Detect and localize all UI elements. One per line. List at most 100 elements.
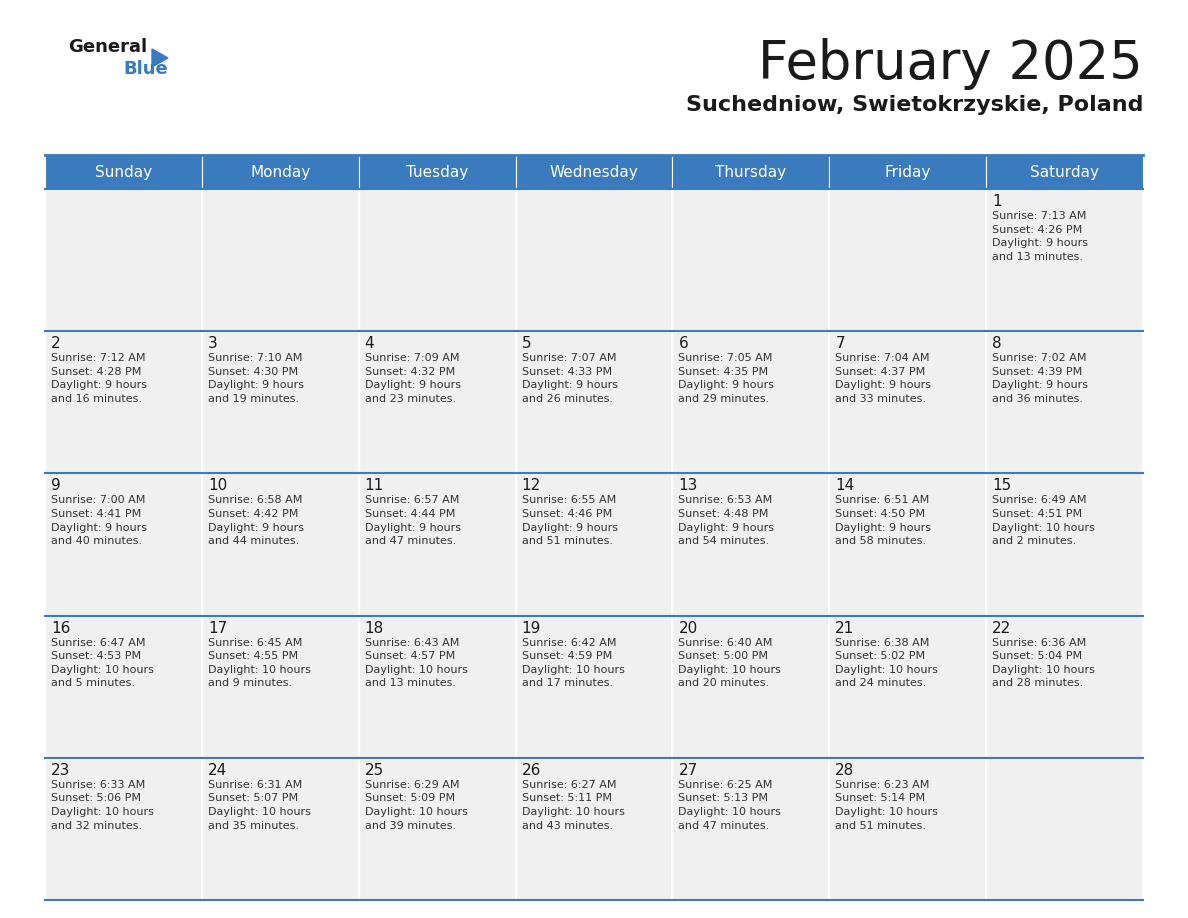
Bar (672, 616, 829, 757)
Bar (45, 189, 202, 331)
Text: 16: 16 (51, 621, 70, 635)
Bar (202, 616, 359, 757)
Text: Sunrise: 7:04 AM
Sunset: 4:37 PM
Daylight: 9 hours
and 33 minutes.: Sunrise: 7:04 AM Sunset: 4:37 PM Dayligh… (835, 353, 931, 404)
Text: February 2025: February 2025 (758, 38, 1143, 90)
Text: Sunrise: 7:12 AM
Sunset: 4:28 PM
Daylight: 9 hours
and 16 minutes.: Sunrise: 7:12 AM Sunset: 4:28 PM Dayligh… (51, 353, 147, 404)
Bar (202, 189, 359, 331)
Text: 10: 10 (208, 478, 227, 493)
Bar (516, 155, 672, 189)
Text: 12: 12 (522, 478, 541, 493)
Text: Tuesday: Tuesday (406, 164, 468, 180)
Bar (986, 331, 1143, 474)
Bar (829, 155, 986, 189)
Bar (45, 155, 202, 189)
Text: Blue: Blue (124, 60, 168, 78)
Text: Sunrise: 6:25 AM
Sunset: 5:13 PM
Daylight: 10 hours
and 47 minutes.: Sunrise: 6:25 AM Sunset: 5:13 PM Dayligh… (678, 779, 782, 831)
Bar (672, 155, 829, 189)
Text: Sunrise: 6:36 AM
Sunset: 5:04 PM
Daylight: 10 hours
and 28 minutes.: Sunrise: 6:36 AM Sunset: 5:04 PM Dayligh… (992, 638, 1095, 688)
Text: 11: 11 (365, 478, 384, 493)
Text: 15: 15 (992, 478, 1011, 493)
Bar (829, 757, 986, 900)
Bar (516, 331, 672, 474)
Bar (672, 331, 829, 474)
Text: Sunday: Sunday (95, 164, 152, 180)
Text: Thursday: Thursday (715, 164, 786, 180)
Text: 22: 22 (992, 621, 1011, 635)
Bar (202, 474, 359, 616)
Text: Sunrise: 6:58 AM
Sunset: 4:42 PM
Daylight: 9 hours
and 44 minutes.: Sunrise: 6:58 AM Sunset: 4:42 PM Dayligh… (208, 496, 304, 546)
Bar (829, 616, 986, 757)
Text: Sunrise: 6:29 AM
Sunset: 5:09 PM
Daylight: 10 hours
and 39 minutes.: Sunrise: 6:29 AM Sunset: 5:09 PM Dayligh… (365, 779, 468, 831)
Text: Suchedniow, Swietokrzyskie, Poland: Suchedniow, Swietokrzyskie, Poland (685, 95, 1143, 115)
Text: Sunrise: 7:13 AM
Sunset: 4:26 PM
Daylight: 9 hours
and 13 minutes.: Sunrise: 7:13 AM Sunset: 4:26 PM Dayligh… (992, 211, 1088, 262)
Text: 17: 17 (208, 621, 227, 635)
Text: Sunrise: 6:31 AM
Sunset: 5:07 PM
Daylight: 10 hours
and 35 minutes.: Sunrise: 6:31 AM Sunset: 5:07 PM Dayligh… (208, 779, 311, 831)
Bar (45, 331, 202, 474)
Text: Sunrise: 6:40 AM
Sunset: 5:00 PM
Daylight: 10 hours
and 20 minutes.: Sunrise: 6:40 AM Sunset: 5:00 PM Dayligh… (678, 638, 782, 688)
Text: Sunrise: 6:53 AM
Sunset: 4:48 PM
Daylight: 9 hours
and 54 minutes.: Sunrise: 6:53 AM Sunset: 4:48 PM Dayligh… (678, 496, 775, 546)
Bar (359, 155, 516, 189)
Bar (672, 189, 829, 331)
Text: Sunrise: 6:45 AM
Sunset: 4:55 PM
Daylight: 10 hours
and 9 minutes.: Sunrise: 6:45 AM Sunset: 4:55 PM Dayligh… (208, 638, 311, 688)
Text: Sunrise: 6:23 AM
Sunset: 5:14 PM
Daylight: 10 hours
and 51 minutes.: Sunrise: 6:23 AM Sunset: 5:14 PM Dayligh… (835, 779, 939, 831)
Text: Sunrise: 6:43 AM
Sunset: 4:57 PM
Daylight: 10 hours
and 13 minutes.: Sunrise: 6:43 AM Sunset: 4:57 PM Dayligh… (365, 638, 468, 688)
Text: 2: 2 (51, 336, 61, 352)
Text: Sunrise: 7:10 AM
Sunset: 4:30 PM
Daylight: 9 hours
and 19 minutes.: Sunrise: 7:10 AM Sunset: 4:30 PM Dayligh… (208, 353, 304, 404)
Text: Sunrise: 6:42 AM
Sunset: 4:59 PM
Daylight: 10 hours
and 17 minutes.: Sunrise: 6:42 AM Sunset: 4:59 PM Dayligh… (522, 638, 625, 688)
Text: 25: 25 (365, 763, 384, 778)
Text: 18: 18 (365, 621, 384, 635)
Bar (359, 189, 516, 331)
Text: Monday: Monday (251, 164, 310, 180)
Text: Sunrise: 7:07 AM
Sunset: 4:33 PM
Daylight: 9 hours
and 26 minutes.: Sunrise: 7:07 AM Sunset: 4:33 PM Dayligh… (522, 353, 618, 404)
Text: 19: 19 (522, 621, 541, 635)
Text: 7: 7 (835, 336, 845, 352)
Bar (202, 155, 359, 189)
Text: General: General (68, 38, 147, 56)
Text: Saturday: Saturday (1030, 164, 1099, 180)
Bar (986, 474, 1143, 616)
Text: 13: 13 (678, 478, 697, 493)
Bar (829, 474, 986, 616)
Text: 5: 5 (522, 336, 531, 352)
Bar (986, 189, 1143, 331)
Bar (516, 616, 672, 757)
Bar (672, 474, 829, 616)
Text: 4: 4 (365, 336, 374, 352)
Text: Sunrise: 6:51 AM
Sunset: 4:50 PM
Daylight: 9 hours
and 58 minutes.: Sunrise: 6:51 AM Sunset: 4:50 PM Dayligh… (835, 496, 931, 546)
Bar (516, 189, 672, 331)
Bar (829, 189, 986, 331)
Bar (986, 757, 1143, 900)
Bar (359, 757, 516, 900)
Text: Sunrise: 7:02 AM
Sunset: 4:39 PM
Daylight: 9 hours
and 36 minutes.: Sunrise: 7:02 AM Sunset: 4:39 PM Dayligh… (992, 353, 1088, 404)
Bar (986, 155, 1143, 189)
Bar (359, 331, 516, 474)
Bar (45, 616, 202, 757)
Bar (516, 474, 672, 616)
Text: Sunrise: 6:57 AM
Sunset: 4:44 PM
Daylight: 9 hours
and 47 minutes.: Sunrise: 6:57 AM Sunset: 4:44 PM Dayligh… (365, 496, 461, 546)
Text: 14: 14 (835, 478, 854, 493)
Bar (45, 757, 202, 900)
Text: Sunrise: 7:09 AM
Sunset: 4:32 PM
Daylight: 9 hours
and 23 minutes.: Sunrise: 7:09 AM Sunset: 4:32 PM Dayligh… (365, 353, 461, 404)
Bar (45, 474, 202, 616)
Bar (829, 331, 986, 474)
Text: 27: 27 (678, 763, 697, 778)
Polygon shape (152, 49, 168, 67)
Bar (202, 757, 359, 900)
Text: Sunrise: 7:05 AM
Sunset: 4:35 PM
Daylight: 9 hours
and 29 minutes.: Sunrise: 7:05 AM Sunset: 4:35 PM Dayligh… (678, 353, 775, 404)
Text: 6: 6 (678, 336, 688, 352)
Text: 3: 3 (208, 336, 217, 352)
Bar (202, 331, 359, 474)
Text: 9: 9 (51, 478, 61, 493)
Text: 26: 26 (522, 763, 541, 778)
Text: Sunrise: 6:38 AM
Sunset: 5:02 PM
Daylight: 10 hours
and 24 minutes.: Sunrise: 6:38 AM Sunset: 5:02 PM Dayligh… (835, 638, 939, 688)
Text: Sunrise: 6:49 AM
Sunset: 4:51 PM
Daylight: 10 hours
and 2 minutes.: Sunrise: 6:49 AM Sunset: 4:51 PM Dayligh… (992, 496, 1095, 546)
Text: 24: 24 (208, 763, 227, 778)
Text: 20: 20 (678, 621, 697, 635)
Bar (359, 616, 516, 757)
Text: 21: 21 (835, 621, 854, 635)
Text: 23: 23 (51, 763, 70, 778)
Text: Sunrise: 6:33 AM
Sunset: 5:06 PM
Daylight: 10 hours
and 32 minutes.: Sunrise: 6:33 AM Sunset: 5:06 PM Dayligh… (51, 779, 154, 831)
Text: 8: 8 (992, 336, 1001, 352)
Text: Friday: Friday (885, 164, 931, 180)
Text: Sunrise: 6:47 AM
Sunset: 4:53 PM
Daylight: 10 hours
and 5 minutes.: Sunrise: 6:47 AM Sunset: 4:53 PM Dayligh… (51, 638, 154, 688)
